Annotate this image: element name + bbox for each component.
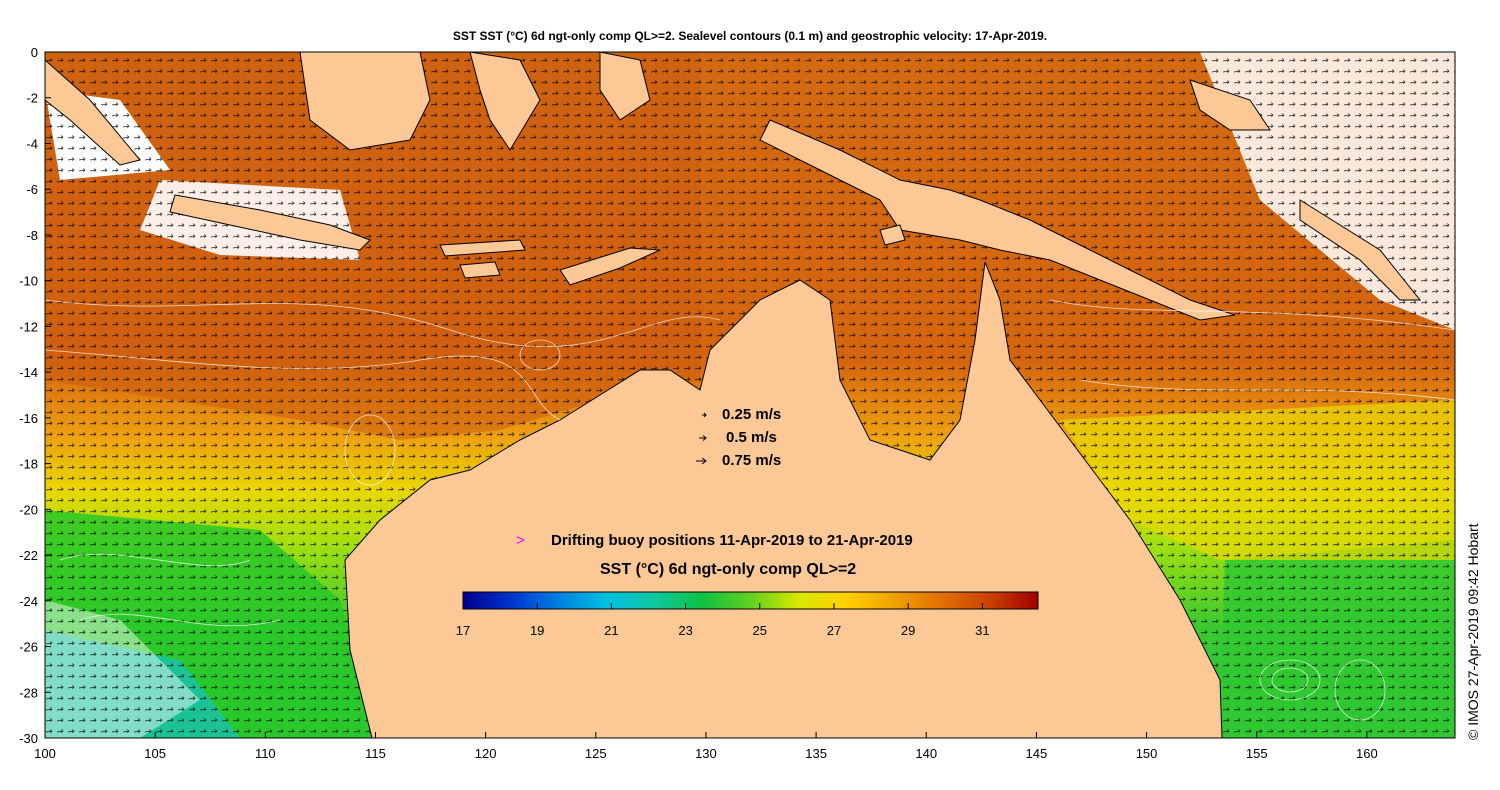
- land-sumatra: [45, 59, 141, 166]
- y-tick-label: -28: [19, 685, 38, 700]
- colorbar-tick-label: 19: [530, 623, 544, 638]
- velocity-legend-arrows: [696, 412, 707, 465]
- y-tick-label: 0: [31, 45, 38, 60]
- colorbar-bar: [462, 591, 1039, 610]
- colorbar-tick-label: 31: [975, 623, 989, 638]
- colorbar-title: SST (°C) 6d ngt-only comp QL>=2: [600, 561, 857, 578]
- land-sumba: [459, 261, 501, 279]
- x-tick-label: 105: [144, 746, 166, 761]
- colorbar-tick-label: 23: [678, 623, 692, 638]
- land-borneo: [299, 52, 431, 151]
- y-tick-label: -14: [19, 365, 38, 380]
- x-tick-label: 145: [1026, 746, 1048, 761]
- x-tick-label: 140: [915, 746, 937, 761]
- y-tick-label: -18: [19, 457, 38, 472]
- x-axis: 100 105 110 115 120 125 130 135 140 145 150 155 160: [34, 732, 1378, 761]
- x-tick-label: 130: [695, 746, 717, 761]
- x-tick-label: 115: [365, 746, 386, 761]
- colorbar-tick-label: 27: [827, 623, 841, 638]
- plot-frame: [44, 51, 1456, 739]
- y-tick-label: -30: [19, 731, 38, 746]
- velocity-label-2: 0.75 m/s: [722, 452, 782, 469]
- x-tick-label: 120: [475, 746, 497, 761]
- y-tick-label: -26: [19, 640, 38, 655]
- colorbar-tick-label: 17: [456, 623, 470, 638]
- x-tick-label: 110: [255, 746, 276, 761]
- land-sulawesi: [469, 52, 541, 151]
- x-tick-label: 150: [1136, 746, 1158, 761]
- land-new-guinea: [759, 119, 1236, 321]
- buoy-marker-icon: >: [516, 532, 525, 549]
- velocity-label-0: 0.25 m/s: [722, 406, 782, 423]
- y-tick-label: -22: [19, 548, 38, 563]
- x-tick-label: 135: [805, 746, 827, 761]
- y-tick-label: -16: [19, 411, 38, 426]
- velocity-label-1: 0.5 m/s: [726, 429, 777, 446]
- x-tick-label: 160: [1356, 746, 1378, 761]
- arrow-0-75: [696, 457, 707, 465]
- x-tick-label: 100: [34, 746, 56, 761]
- colorbar-tick-label: 29: [901, 623, 915, 638]
- colorbar-tick-label: 21: [604, 623, 618, 638]
- y-tick-label: -8: [26, 228, 38, 243]
- y-tick-label: -10: [19, 274, 38, 289]
- y-tick-label: -12: [19, 319, 38, 334]
- x-tick-label: 155: [1246, 746, 1268, 761]
- land-solomons: [1299, 199, 1422, 301]
- land-timor: [559, 247, 661, 286]
- map-title: SST SST (°C) 6d ngt-only comp QL>=2. Sea…: [452, 29, 1048, 43]
- sealevel-contours: [45, 299, 1455, 721]
- land-australia: [344, 261, 1223, 738]
- land-java: [169, 194, 371, 251]
- land-halmahera: [599, 52, 651, 121]
- y-tick-label: -20: [19, 502, 38, 517]
- imos-credit: © IMOS 27-Apr-2019 09:42 Hobart: [1465, 523, 1481, 740]
- buoy-legend-label: Drifting buoy positions 11-Apr-2019 to 2…: [551, 532, 913, 549]
- y-tick-label: -6: [26, 182, 38, 197]
- land-new-britain: [1189, 79, 1271, 131]
- land-aru: [879, 224, 906, 246]
- land-flores: [439, 239, 526, 257]
- y-tick-label: -24: [19, 594, 38, 609]
- y-tick-label: -2: [26, 91, 38, 106]
- colorbar-tick-label: 25: [753, 623, 767, 638]
- y-axis: 0 -2 -4 -6 -8 -10 -12 -14 -16 -18 -20 -22 -24 -26 -28 -…: [19, 45, 51, 746]
- y-tick-label: -4: [26, 136, 38, 151]
- land: [45, 52, 1422, 738]
- colorbar-ticks: 17 19 21 23 25 27 29 31: [456, 603, 990, 638]
- sst-colorbar: 17 19 21 23 25 27 29 31: [456, 591, 1039, 638]
- x-tick-label: 125: [585, 746, 607, 761]
- arrow-0-25: [702, 412, 707, 418]
- arrow-0-5: [699, 435, 707, 441]
